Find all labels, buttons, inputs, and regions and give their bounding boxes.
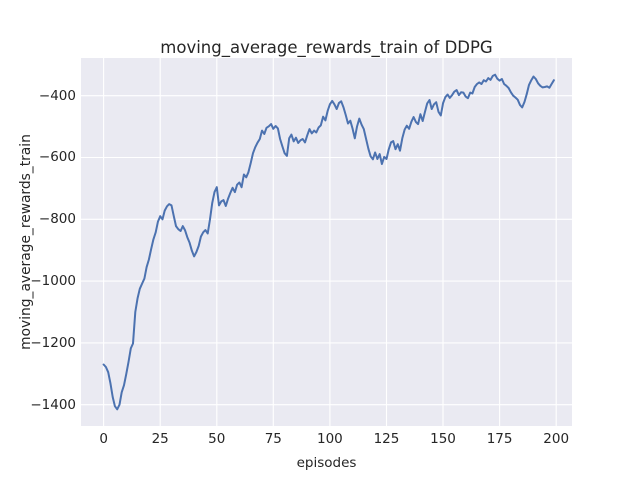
chart-title: moving_average_rewards_train of DDPG <box>160 38 493 57</box>
gridlines <box>81 58 572 426</box>
y-tick-label: −800 <box>38 211 76 228</box>
y-tick-label: −1400 <box>30 396 76 413</box>
plot-area <box>81 58 572 426</box>
y-tick-label: −1000 <box>30 273 76 290</box>
reward-line <box>102 73 555 411</box>
x-tick-label: 100 <box>317 431 343 447</box>
x-tick-label: 150 <box>430 431 456 447</box>
y-tick-label: −600 <box>38 149 76 166</box>
x-tick-label: 50 <box>208 431 226 447</box>
x-tick-label: 0 <box>99 431 108 447</box>
x-tick-label: 175 <box>486 431 513 447</box>
x-axis-label: episodes <box>296 455 357 471</box>
y-axis-label: moving_average_rewards_train <box>17 134 34 350</box>
y-tick-label: −400 <box>38 87 76 104</box>
x-tick-label: 200 <box>543 431 570 447</box>
x-tick-label: 75 <box>264 431 282 447</box>
x-tick-label: 125 <box>373 431 400 447</box>
line-chart-svg <box>81 58 572 426</box>
x-tick-label: 25 <box>151 431 169 447</box>
y-tick-label: −1200 <box>30 334 76 351</box>
